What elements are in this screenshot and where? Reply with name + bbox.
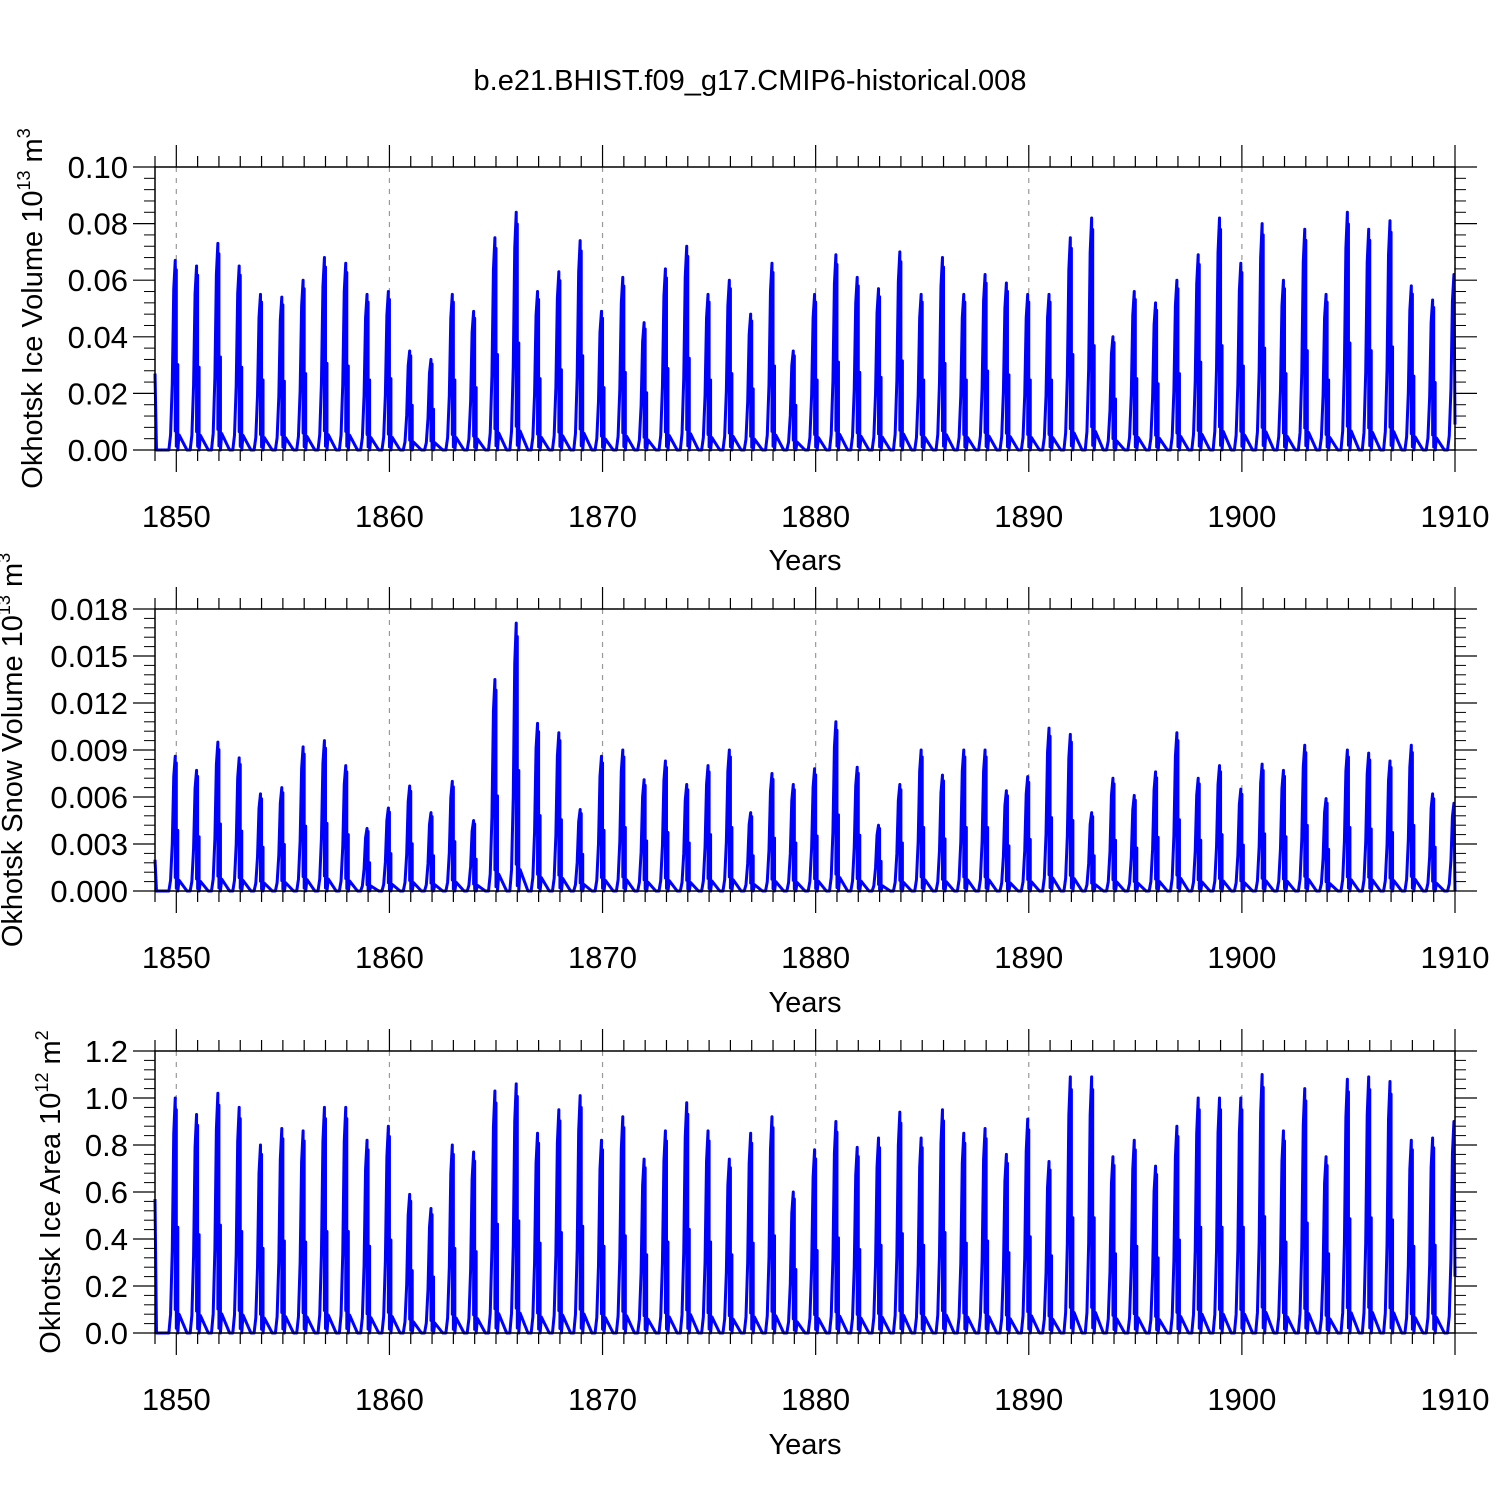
y-tick-label: 0.4 — [85, 1222, 128, 1257]
y-tick-label: 0.2 — [85, 1269, 128, 1304]
y-tick-label: 0.015 — [50, 639, 128, 674]
x-tick-label: 1900 — [1207, 940, 1276, 975]
x-tick-label: 1850 — [142, 499, 211, 534]
plot-frame — [154, 166, 1456, 451]
x-tick-label: 1890 — [994, 940, 1063, 975]
x-axis-title: Years — [768, 1429, 841, 1461]
series-line — [153, 210, 1457, 452]
x-tick-label: 1850 — [142, 1382, 211, 1417]
x-tick-label: 1880 — [781, 940, 850, 975]
x-tick-label: 1900 — [1207, 1382, 1276, 1417]
x-tick-label: 1870 — [568, 499, 637, 534]
x-tick-label: 1910 — [1421, 1382, 1490, 1417]
x-tick-label: 1860 — [355, 1382, 424, 1417]
y-tick-label: 0.012 — [50, 686, 128, 721]
y-tick-label: 0.000 — [50, 874, 128, 909]
panel-3: 0.0 0.2 0.4 0.6 0.8 1.0 1.2 1850 1860 1870 1880 189… — [32, 1029, 1489, 1461]
y-axis-title: Okhotsk Ice Area 1012 m2 — [32, 1030, 67, 1353]
y-tick-label: 0.0 — [85, 1316, 128, 1351]
series-line — [153, 1073, 1457, 1335]
y-tick-label: 0.6 — [85, 1175, 128, 1210]
y-tick-label: 0.00 — [68, 433, 128, 468]
x-tick-label: 1850 — [142, 940, 211, 975]
x-tick-label: 1890 — [994, 499, 1063, 534]
y-tick-label: 0.006 — [50, 780, 128, 815]
x-tick-label: 1910 — [1421, 499, 1490, 534]
x-tick-label: 1860 — [355, 940, 424, 975]
y-axis-title: Okhotsk Ice Volume 1013 m3 — [14, 128, 49, 488]
y-tick-label: 0.009 — [50, 733, 128, 768]
panels: 0.00 0.02 0.04 0.06 0.08 0.10 1850 1860 1870 1880… — [0, 128, 1489, 1461]
y-tick-label: 0.08 — [68, 207, 128, 242]
y-tick-label: 0.018 — [50, 592, 128, 627]
x-axis-title: Years — [768, 987, 841, 1019]
y-axis-title: Okhotsk Snow Volume 1013 m3 — [0, 553, 29, 947]
x-tick-label: 1890 — [994, 1382, 1063, 1417]
x-tick-label: 1880 — [781, 499, 850, 534]
x-tick-label: 1870 — [568, 940, 637, 975]
x-tick-label: 1870 — [568, 1382, 637, 1417]
y-tick-label: 0.04 — [68, 320, 128, 355]
x-tick-label: 1900 — [1207, 499, 1276, 534]
x-tick-label: 1910 — [1421, 940, 1490, 975]
y-tick-label: 0.8 — [85, 1128, 128, 1163]
x-tick-label: 1880 — [781, 1382, 850, 1417]
series-line — [153, 621, 1457, 893]
y-tick-label: 0.003 — [50, 827, 128, 862]
y-tick-label: 1.2 — [85, 1034, 128, 1069]
panel-1: 0.00 0.02 0.04 0.06 0.08 0.10 1850 1860 1870 1880… — [14, 128, 1489, 577]
x-axis-title: Years — [768, 545, 841, 577]
y-tick-label: 1.0 — [85, 1081, 128, 1116]
y-tick-label: 0.06 — [68, 263, 128, 298]
y-tick-label: 0.02 — [68, 376, 128, 411]
panel-2: 0.000 0.003 0.006 0.009 0.012 0.015 0.018 1850 1… — [0, 553, 1489, 1019]
x-tick-label: 1860 — [355, 499, 424, 534]
chart-title: b.e21.BHIST.f09_g17.CMIP6-historical.008 — [474, 65, 1027, 97]
y-tick-label: 0.10 — [68, 150, 128, 185]
